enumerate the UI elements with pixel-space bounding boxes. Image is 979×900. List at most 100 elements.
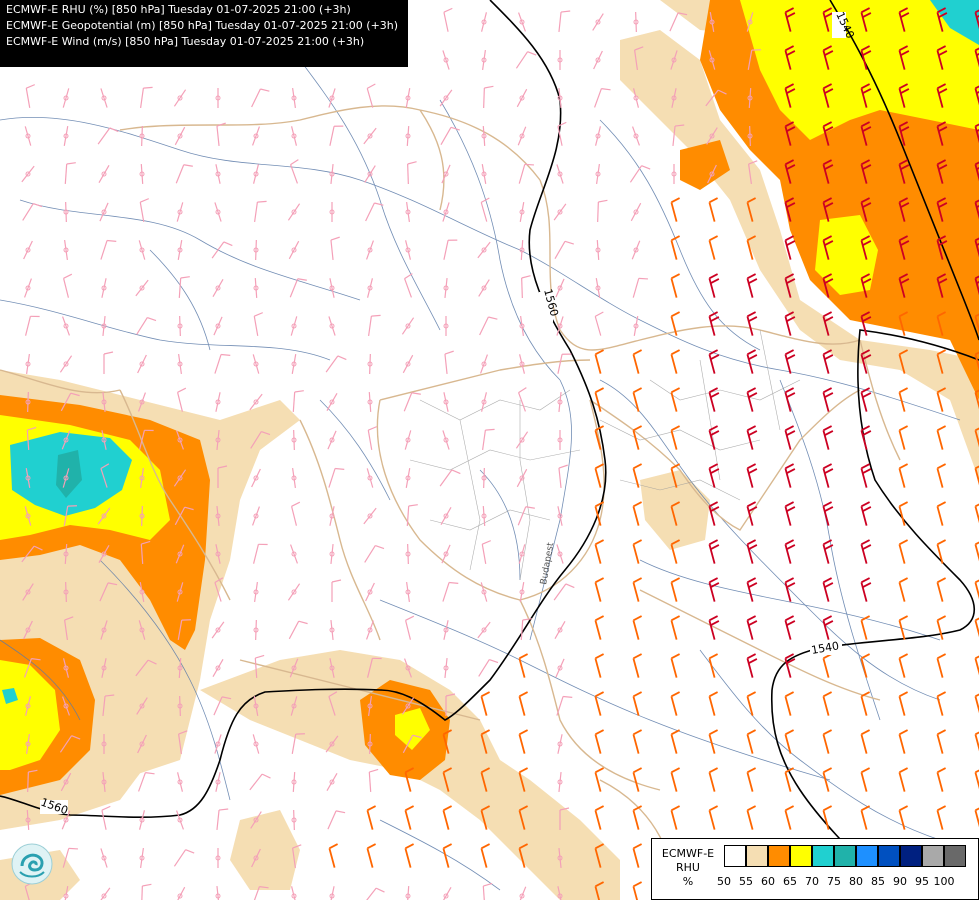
wind-barb bbox=[518, 729, 529, 754]
wind-barb bbox=[101, 771, 107, 793]
wind-barb bbox=[822, 691, 833, 716]
wind-barb bbox=[746, 311, 758, 336]
wind-barb bbox=[443, 277, 449, 299]
wind-barb bbox=[670, 311, 681, 336]
wind-barb bbox=[101, 658, 107, 678]
title-line-rhu: ECMWF-E RHU (%) [850 hPa] Tuesday 01-07-… bbox=[6, 3, 351, 16]
legend-tick-label: 70 bbox=[805, 875, 819, 888]
wind-barb bbox=[519, 316, 525, 336]
contour-label-1540-se: 1540 bbox=[810, 639, 840, 657]
wind-barb bbox=[936, 349, 947, 374]
wind-barb bbox=[290, 886, 298, 900]
wind-barb bbox=[442, 202, 450, 222]
wind-barb bbox=[98, 545, 110, 563]
wind-barb bbox=[974, 463, 979, 488]
wind-barb bbox=[860, 767, 871, 792]
rhu-legend: ECMWF-E RHU % 50 55 60 65 70 75 80 85 90 95 100 bbox=[651, 838, 979, 900]
wind-barb bbox=[287, 203, 301, 221]
wind-barb bbox=[443, 620, 449, 640]
wind-barb bbox=[215, 392, 221, 412]
wind-barb bbox=[140, 86, 153, 108]
wind-barb bbox=[290, 159, 299, 184]
wind-barb bbox=[63, 126, 69, 146]
wind-barb bbox=[403, 392, 421, 412]
wind-barb bbox=[363, 507, 377, 525]
wind-barb bbox=[898, 311, 909, 336]
wind-barb bbox=[330, 236, 340, 261]
wind-barb bbox=[936, 615, 947, 640]
wind-barb bbox=[860, 653, 871, 678]
wind-barb bbox=[936, 121, 948, 146]
wind-barb bbox=[442, 843, 453, 868]
wind-barb bbox=[822, 273, 834, 298]
wind-barb bbox=[135, 659, 157, 677]
wind-barb bbox=[633, 316, 639, 336]
wind-barb bbox=[518, 387, 527, 412]
wind-barb bbox=[822, 539, 834, 564]
wind-barb bbox=[254, 200, 267, 222]
wind-barb bbox=[557, 430, 563, 450]
wind-barb bbox=[974, 7, 979, 32]
wind-barb bbox=[101, 805, 111, 830]
wind-barb bbox=[24, 315, 40, 336]
wind-barb bbox=[974, 501, 979, 526]
wind-barb bbox=[25, 391, 31, 413]
wind-barb bbox=[405, 202, 411, 222]
wind-barb bbox=[974, 311, 979, 336]
wind-barb bbox=[898, 235, 910, 260]
wind-barb bbox=[251, 88, 270, 108]
wind-barb bbox=[139, 468, 145, 488]
wind-barb bbox=[632, 615, 643, 640]
wind-barb bbox=[480, 767, 491, 792]
wind-barb bbox=[62, 696, 70, 716]
wind-barb bbox=[216, 122, 226, 147]
wind-barb bbox=[404, 615, 415, 640]
title-line-geopotential: ECMWF-E Geopotential (m) [850 hPa] Tuesd… bbox=[6, 19, 399, 32]
wind-barb bbox=[445, 693, 456, 716]
legend-swatch bbox=[790, 845, 812, 867]
legend-title-unit: % bbox=[682, 875, 694, 888]
wind-barb bbox=[519, 202, 525, 222]
wind-barb bbox=[60, 772, 72, 792]
wind-barb bbox=[443, 239, 458, 260]
wind-barb bbox=[212, 659, 224, 677]
wind-barb bbox=[63, 543, 69, 565]
wind-barbs bbox=[21, 7, 979, 900]
wind-barb bbox=[518, 653, 529, 678]
wind-barb bbox=[670, 349, 681, 374]
wind-barb bbox=[61, 810, 71, 830]
wind-barb bbox=[63, 240, 69, 260]
wind-barb bbox=[405, 543, 411, 565]
wind-barb bbox=[594, 691, 605, 716]
legend-swatches bbox=[724, 845, 966, 867]
wind-barb bbox=[214, 577, 224, 602]
wind-barb bbox=[62, 658, 70, 678]
wind-barb bbox=[594, 805, 605, 830]
wind-barb bbox=[708, 577, 720, 602]
wind-barb bbox=[936, 691, 947, 716]
wind-barb bbox=[974, 45, 979, 70]
wind-barb bbox=[898, 729, 909, 754]
wind-barb bbox=[630, 202, 642, 222]
wind-barb bbox=[518, 12, 526, 32]
wind-barb bbox=[177, 695, 183, 717]
wind-barb bbox=[632, 729, 643, 754]
wind-barb bbox=[518, 843, 529, 868]
wind-barb bbox=[974, 197, 979, 222]
wind-barb bbox=[860, 45, 872, 70]
wind-barb bbox=[289, 278, 307, 298]
legend-swatch bbox=[746, 845, 768, 867]
wind-barb bbox=[62, 273, 73, 298]
legend-tick-label: 90 bbox=[893, 875, 907, 888]
wind-barb bbox=[670, 577, 681, 602]
wind-barb bbox=[291, 429, 297, 451]
wind-barb bbox=[974, 349, 979, 374]
wind-barb bbox=[974, 653, 979, 678]
wind-barb bbox=[746, 12, 754, 32]
wind-barb bbox=[784, 311, 796, 336]
wind-barb bbox=[478, 279, 490, 297]
wind-barb bbox=[215, 505, 221, 527]
wind-barb bbox=[215, 848, 221, 868]
wind-barb bbox=[518, 163, 534, 184]
wind-barb bbox=[407, 161, 417, 185]
